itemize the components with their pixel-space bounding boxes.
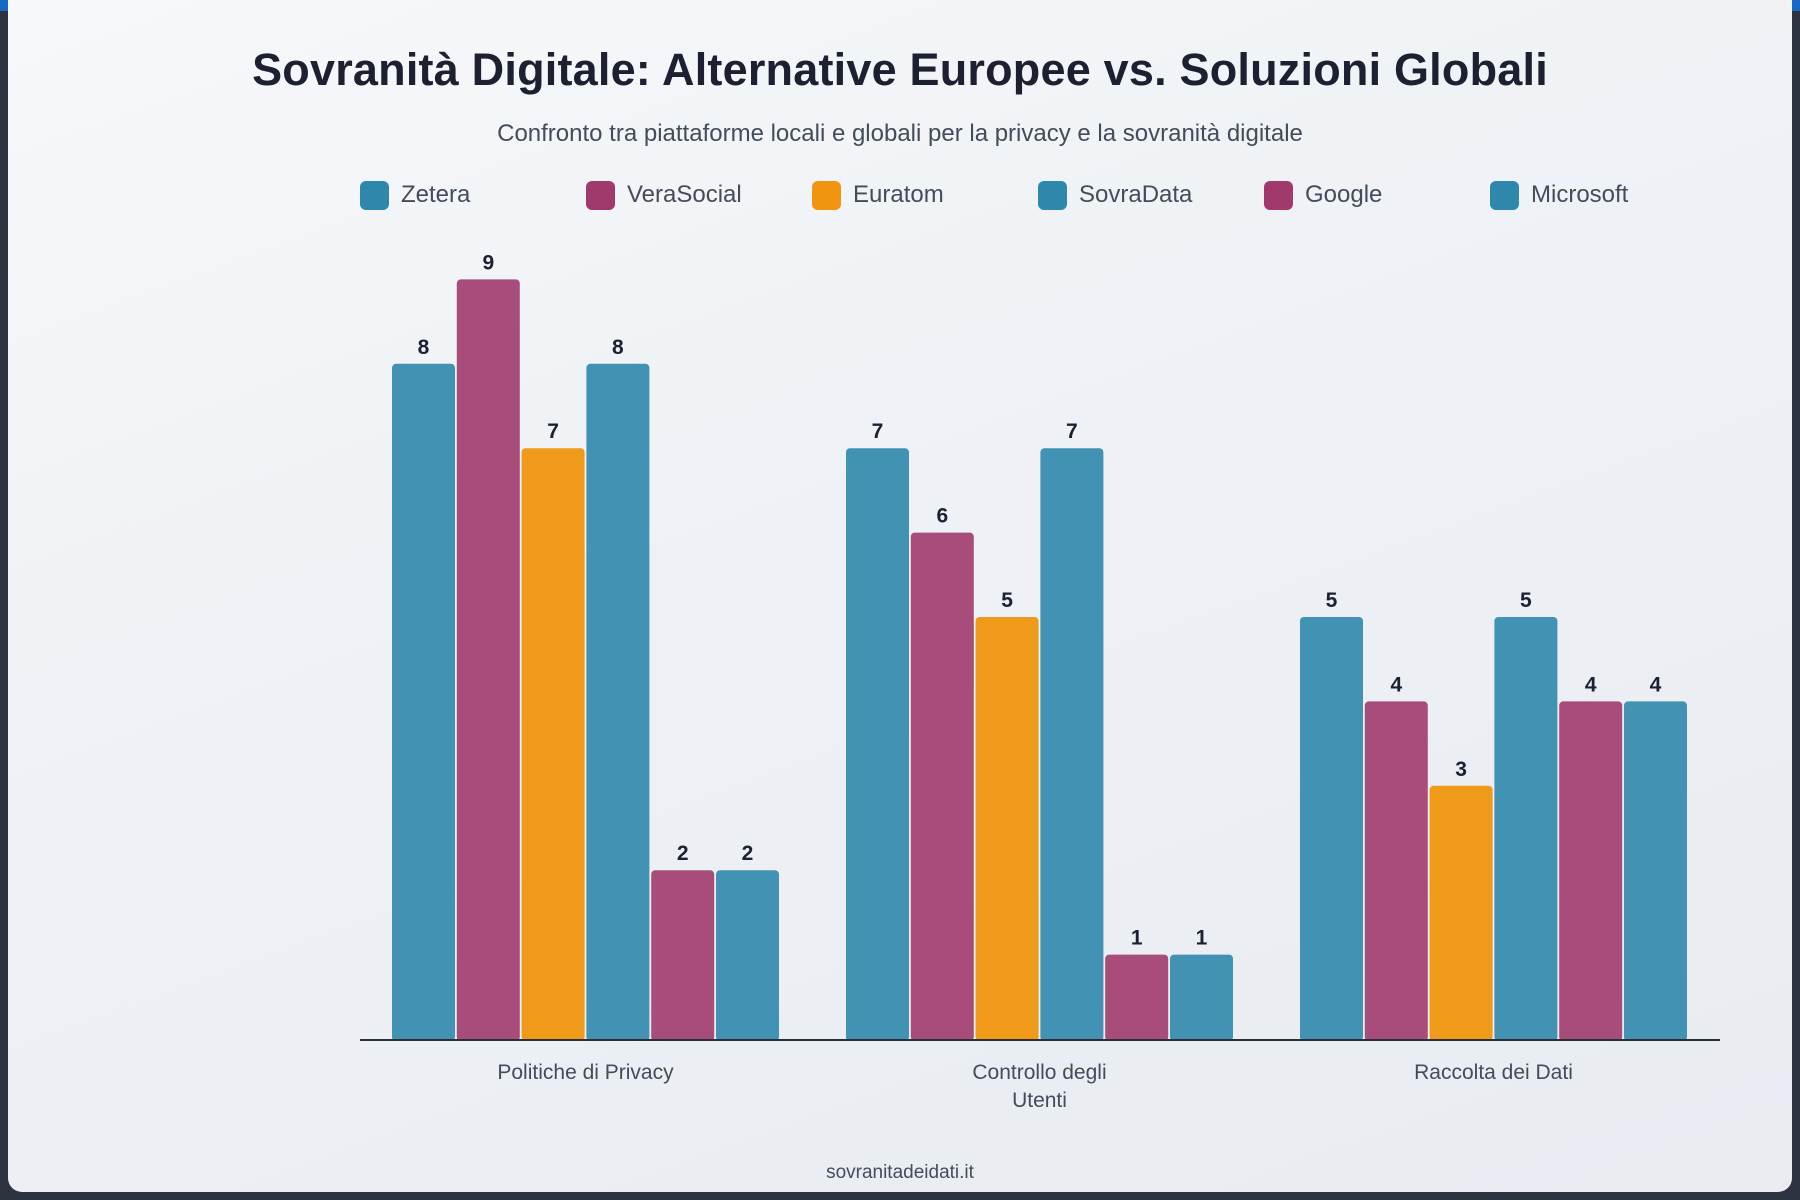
data-label: 1: [1196, 927, 1208, 950]
footer-source: sovranitadeidati.it: [826, 1162, 974, 1183]
chart-subtitle: Confronto tra piattaforme locali e globa…: [497, 120, 1303, 147]
x-tick-label-line: Raccolta dei Dati: [1414, 1061, 1573, 1084]
x-tick-label: Controllo degli Utenti: [972, 1061, 1106, 1112]
data-label: 5: [1326, 589, 1338, 612]
data-label: 4: [1390, 673, 1402, 696]
bar-zetera: [1300, 617, 1363, 1041]
legend-swatch: [1264, 180, 1293, 210]
bar-google: [1105, 954, 1169, 1041]
data-label: 5: [1001, 589, 1013, 612]
data-label: 2: [742, 842, 754, 865]
bar-euratom: [975, 617, 1039, 1041]
legend-label: VeraSocial: [627, 181, 742, 208]
data-label: 7: [1066, 420, 1078, 443]
data-label: 2: [677, 842, 689, 865]
legend-item-zetera: Zetera: [360, 178, 470, 212]
bar-verasocial: [456, 279, 520, 1041]
legend-label: Microsoft: [1531, 181, 1629, 208]
chart-legend: Zetera VeraSocial Euratom SovraData Google Mi…: [360, 178, 1760, 212]
data-label: 3: [1455, 758, 1467, 781]
legend-label: Google: [1305, 181, 1383, 208]
data-label: 6: [936, 505, 948, 528]
x-tick-label-line: Utenti: [1012, 1089, 1067, 1112]
data-label: 7: [872, 420, 884, 443]
legend-item-google: Google: [1264, 178, 1382, 212]
legend-label: Zetera: [401, 181, 471, 208]
legend-swatch: [360, 180, 389, 210]
bar-verasocial: [910, 532, 974, 1041]
bar-euratom: [1429, 785, 1493, 1041]
legend-swatch: [1038, 180, 1067, 210]
data-label: 7: [547, 420, 559, 443]
bar-sovradata: [586, 363, 650, 1041]
bar-verasocial: [1364, 701, 1428, 1041]
chart-title: Sovranità Digitale: Alternative Europee …: [252, 44, 1548, 95]
data-label: 9: [482, 251, 494, 274]
legend-item-verasocial: VeraSocial: [586, 178, 742, 212]
legend-label: Euratom: [853, 181, 944, 208]
legend-label: SovraData: [1079, 181, 1193, 208]
data-label: 5: [1520, 589, 1532, 612]
legend-item-microsoft: Microsoft: [1490, 178, 1628, 212]
bar-microsoft: [1624, 701, 1687, 1041]
legend-swatch: [1490, 180, 1519, 210]
bar-google: [1559, 701, 1623, 1041]
data-label: 4: [1650, 673, 1662, 696]
bar-group-1: 7 6 5 7 1 1: [846, 420, 1233, 1041]
data-label: 1: [1131, 927, 1143, 950]
bar-microsoft: [1170, 954, 1233, 1041]
bar-group-2: 5 4 3 5 4 4: [1300, 589, 1687, 1041]
bar-zetera: [392, 363, 455, 1041]
legend-swatch: [812, 180, 841, 210]
bar-euratom: [521, 448, 585, 1041]
x-tick-label-line: Politiche di Privacy: [497, 1061, 674, 1084]
bar-microsoft: [716, 870, 779, 1041]
data-label: 8: [612, 336, 624, 359]
data-label: 4: [1585, 673, 1597, 696]
bar-sovradata: [1494, 617, 1558, 1041]
bar-sovradata: [1040, 448, 1104, 1041]
x-tick-label: Raccolta dei Dati: [1414, 1061, 1573, 1084]
data-label: 8: [418, 336, 430, 359]
x-tick-label: Politiche di Privacy: [497, 1061, 674, 1084]
bar-group-0: 8 9 7 8 2 2: [392, 251, 779, 1041]
legend-item-sovradata: SovraData: [1038, 178, 1192, 212]
x-tick-label-line: Controllo degli: [972, 1061, 1106, 1084]
legend-item-euratom: Euratom: [812, 178, 944, 212]
legend-swatch: [586, 180, 615, 210]
bar-google: [651, 870, 715, 1041]
bar-zetera: [846, 448, 909, 1041]
